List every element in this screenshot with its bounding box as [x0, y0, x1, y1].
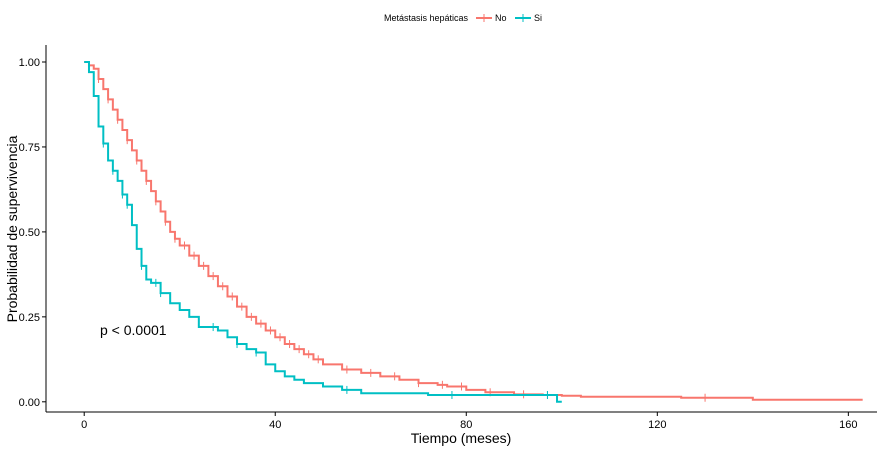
annotation-p-value: p < 0.0001 — [100, 322, 167, 338]
x-tick-label: 160 — [839, 419, 857, 431]
y-tick-label: 0.75 — [19, 142, 40, 154]
x-tick-label: 120 — [648, 419, 666, 431]
x-axis-ticks: 0 40 80 120 160 — [81, 412, 858, 431]
y-tick-label: 1.00 — [19, 57, 40, 69]
legend-label-si: Si — [534, 13, 542, 23]
x-axis-title: Tiempo (meses) — [411, 430, 512, 446]
x-tick-label: 40 — [269, 419, 281, 431]
survival-curve-si — [84, 60, 562, 403]
legend: Metástasis hepáticas No Si — [384, 13, 542, 23]
x-tick-label: 0 — [81, 419, 87, 431]
plot-area — [84, 60, 863, 403]
y-axis-title: Probabilidad de supervivencia — [4, 135, 20, 322]
x-tick-label: 80 — [460, 419, 472, 431]
legend-label-no: No — [495, 13, 507, 23]
legend-title: Metástasis hepáticas — [384, 13, 469, 23]
survival-curve-no — [84, 60, 863, 401]
y-tick-label: 0.25 — [19, 312, 40, 324]
y-tick-label: 0.00 — [19, 397, 40, 409]
y-axis-ticks: 0.00 0.25 0.50 0.75 1.00 — [19, 57, 46, 409]
y-tick-label: 0.50 — [19, 227, 40, 239]
